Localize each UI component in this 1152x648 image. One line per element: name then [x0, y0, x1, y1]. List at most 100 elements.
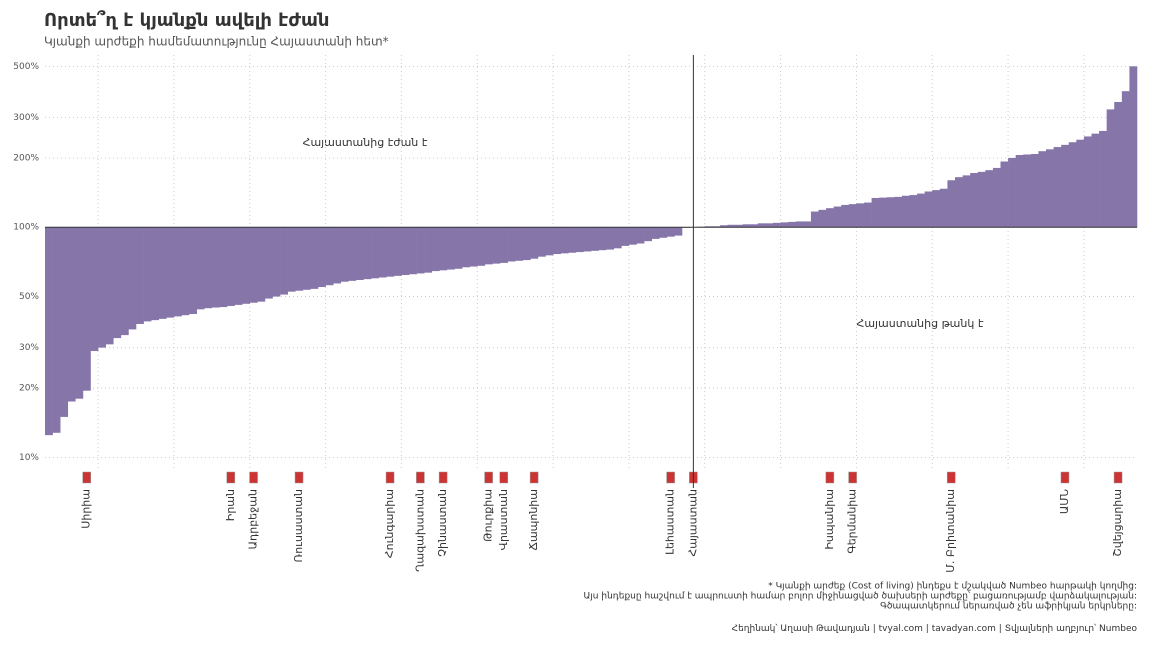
bar	[500, 227, 508, 263]
bar	[507, 227, 516, 262]
bar	[803, 221, 812, 228]
bar	[742, 224, 751, 228]
bar	[659, 227, 668, 238]
x-tick-label: Շվեյցարիա	[1111, 489, 1124, 557]
bar	[371, 227, 379, 279]
flag	[825, 471, 835, 484]
bar	[947, 180, 956, 228]
bar	[302, 227, 311, 290]
bar	[348, 227, 357, 281]
bar	[60, 227, 69, 417]
y-tick-label: 300%	[13, 113, 39, 123]
bar	[287, 227, 296, 292]
bar	[735, 224, 743, 228]
y-tick-label: 50%	[19, 292, 39, 302]
bar	[651, 227, 660, 239]
bar	[333, 227, 342, 284]
bar	[113, 227, 122, 339]
flag	[946, 471, 956, 484]
bar	[151, 227, 160, 321]
annotation: Հայաստանից թանկ է	[856, 317, 983, 330]
x-tick-label: ԱՄՆ	[1058, 489, 1071, 514]
bar	[522, 227, 531, 261]
x-tick-label: Մ. Բրիտանիա	[944, 489, 957, 573]
bar	[82, 227, 91, 391]
x-tick-label: Հունգարիա	[383, 489, 396, 558]
bar	[575, 227, 584, 253]
bar	[992, 167, 1001, 228]
flag	[666, 471, 675, 484]
x-tick-label: Ղազախստան	[413, 489, 426, 572]
flag	[529, 471, 539, 484]
bar	[970, 173, 979, 228]
bar	[636, 227, 645, 244]
bar	[955, 177, 963, 228]
x-tick-label: Ադրբեջան	[247, 489, 260, 549]
bar	[295, 227, 304, 291]
bar	[219, 227, 228, 308]
bar	[901, 195, 910, 228]
bar	[431, 227, 440, 272]
bar	[310, 227, 319, 289]
flag	[416, 471, 425, 484]
flag	[82, 471, 91, 484]
bar	[591, 227, 599, 251]
flag	[499, 471, 509, 484]
bar	[727, 224, 736, 228]
bar	[879, 197, 888, 228]
bar	[416, 227, 425, 274]
chart-title: Որտե՞ղ է կյանքն ավելի էժան	[44, 10, 329, 31]
bar	[939, 188, 948, 228]
x-tick-label: Հայաստան	[686, 489, 699, 557]
bar	[249, 227, 258, 303]
bar	[833, 206, 842, 228]
bar	[977, 171, 986, 228]
bar	[932, 190, 941, 228]
x-tick-label: Ճապոնիա	[527, 489, 540, 551]
bar	[871, 197, 880, 228]
bar	[469, 227, 478, 267]
footnote: Այս ինդեքսը հաշվում է ապրուստի համար բոլ…	[583, 591, 1137, 602]
bar	[105, 227, 114, 345]
bar	[477, 227, 486, 266]
bar	[454, 227, 463, 269]
bar	[826, 208, 834, 228]
bar	[1008, 157, 1016, 228]
bar	[424, 227, 433, 273]
bar	[90, 227, 99, 352]
flag	[484, 471, 493, 484]
bar	[363, 227, 372, 280]
bar	[196, 227, 205, 310]
bar	[1038, 151, 1047, 228]
bar	[264, 227, 273, 299]
bar	[67, 227, 76, 402]
bar	[583, 227, 592, 252]
bar	[128, 227, 137, 330]
bar	[864, 202, 872, 228]
flag	[385, 471, 395, 484]
bar	[340, 227, 349, 282]
x-tick-label: Իրան	[224, 489, 237, 521]
credit: Հեղինակ՝ Աղասի Թավադյան	[732, 623, 870, 634]
x-tick-label: Գերմանիա	[846, 489, 859, 554]
bar	[560, 227, 569, 254]
bar	[621, 227, 630, 246]
bar	[841, 204, 850, 228]
bar	[917, 193, 925, 228]
bar	[628, 227, 637, 245]
bar	[909, 195, 918, 228]
bar	[780, 222, 789, 228]
bar	[886, 197, 895, 228]
credit: tavadyan.com	[932, 624, 996, 634]
bar	[120, 227, 129, 336]
bar	[386, 227, 395, 277]
bar	[439, 227, 448, 271]
credit: tvyal.com	[879, 624, 923, 634]
bar	[810, 211, 819, 228]
bar	[1129, 66, 1138, 228]
bar	[378, 227, 387, 278]
bar	[795, 221, 804, 228]
bar	[644, 227, 652, 242]
flag	[1060, 471, 1070, 484]
y-tick-label: 500%	[13, 62, 39, 72]
